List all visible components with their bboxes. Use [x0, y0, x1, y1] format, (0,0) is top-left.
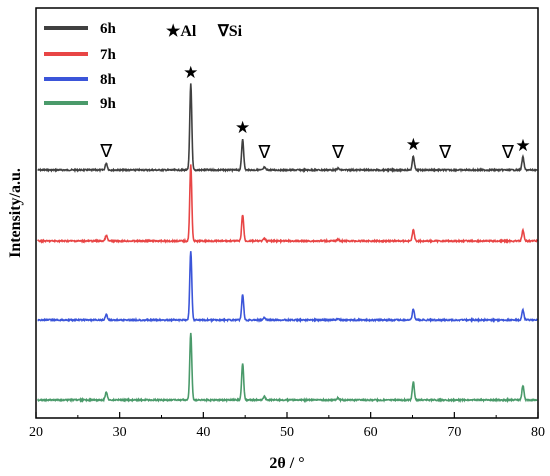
legend-label-7h: 7h	[100, 47, 117, 63]
series-layer	[36, 83, 538, 404]
plot-frame	[35, 7, 539, 419]
series-line-9h	[36, 332, 538, 404]
x-tick-label: 70	[447, 425, 461, 440]
si-peak-marker: ∇	[501, 142, 515, 163]
al-peak-marker: ★	[406, 135, 421, 155]
legend-label-8h: 8h	[100, 72, 117, 88]
legend-label-6h: 6h	[100, 21, 117, 37]
legend-label-9h: 9h	[100, 96, 117, 112]
y-axis-title: Intensity/a.u.	[7, 168, 24, 258]
si-peak-marker: ∇	[438, 142, 452, 163]
series-line-7h	[37, 164, 538, 245]
marker-key-si: ∇Si	[217, 23, 243, 40]
series-line-6h	[37, 83, 538, 174]
x-tick-label: 20	[29, 425, 43, 440]
al-peak-marker: ★	[515, 136, 530, 156]
x-tick-label: 80	[531, 425, 545, 440]
tick-layer: 20 30 40 50 60 70 80	[29, 412, 545, 440]
al-peak-marker: ★	[183, 63, 198, 83]
x-axis-title: 2θ / °	[269, 455, 304, 472]
x-tick-label: 30	[113, 425, 127, 440]
al-peak-marker: ★	[235, 118, 250, 138]
legend: 6h 7h 8h 9h	[44, 21, 117, 112]
x-tick-label: 40	[196, 425, 210, 440]
si-peak-marker: ∇	[257, 142, 271, 163]
si-peak-marker: ∇	[331, 142, 345, 163]
marker-key: ★Al	[166, 23, 197, 40]
series-line-8h	[37, 251, 538, 324]
si-peak-marker: ∇	[99, 141, 113, 162]
x-tick-label: 60	[364, 425, 378, 440]
x-tick-label: 50	[280, 425, 294, 440]
annotation-layer: ∇★★∇ ∇ ★ ∇ ∇ ★	[99, 63, 530, 163]
